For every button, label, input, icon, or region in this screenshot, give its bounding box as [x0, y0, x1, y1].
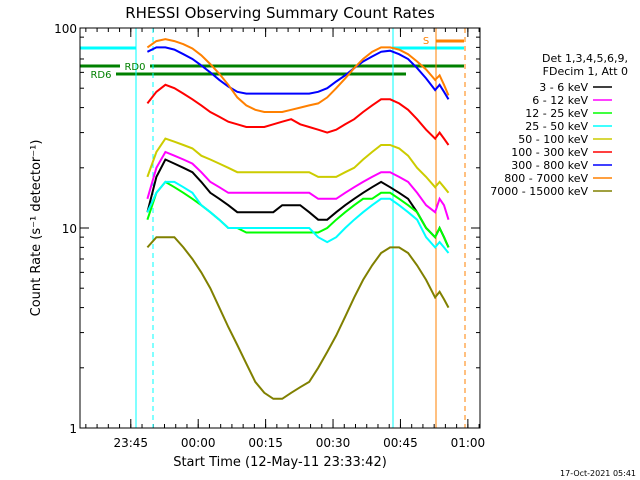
x-tick-label: 23:45	[113, 436, 148, 450]
series-line	[146, 150, 450, 220]
series-line	[146, 236, 450, 400]
footer-timestamp: 17-Oct-2021 05:41	[560, 469, 636, 478]
legend-label: 3 - 6 keV	[539, 81, 588, 94]
legend-label: 100 - 300 keV	[511, 146, 588, 159]
series-line	[146, 180, 450, 254]
plot-frame	[79, 27, 481, 429]
annotation-label: RD6	[90, 70, 111, 81]
annotation-label: RD0	[124, 62, 145, 73]
series-line	[146, 83, 450, 146]
y-tick-label: 1	[69, 422, 77, 436]
legend-header: FDecim 1, Att 0	[543, 65, 628, 78]
chart-title: RHESSI Observing Summary Count Rates	[125, 4, 435, 22]
annotation-label: S	[423, 36, 429, 47]
legend-label: 300 - 800 keV	[511, 159, 588, 172]
legend-label: 7000 - 15000 keV	[490, 185, 588, 198]
legend-label: 6 - 12 keV	[532, 94, 588, 107]
y-tick-label: 10	[62, 222, 77, 236]
y-axis-label: Count Rate (s⁻¹ detector⁻¹)	[29, 140, 44, 317]
x-tick-label: 01:00	[451, 436, 486, 450]
legend-label: 800 - 7000 keV	[504, 172, 588, 185]
x-axis-label: Start Time (12-May-11 23:33:42)	[173, 455, 387, 470]
x-tick-label: 00:30	[316, 436, 351, 450]
series-line	[146, 38, 450, 113]
legend-label: 50 - 100 keV	[518, 133, 588, 146]
legend-label: 12 - 25 keV	[525, 107, 588, 120]
x-tick-label: 00:45	[383, 436, 418, 450]
series-line	[146, 46, 450, 100]
legend-header: Det 1,3,4,5,6,9,	[542, 52, 628, 65]
series-line	[146, 137, 450, 194]
series-line	[146, 158, 450, 248]
x-tick-label: 00:15	[248, 436, 283, 450]
legend-label: 25 - 50 keV	[525, 120, 588, 133]
y-tick-label: 100	[54, 22, 77, 36]
x-tick-label: 00:00	[181, 436, 216, 450]
